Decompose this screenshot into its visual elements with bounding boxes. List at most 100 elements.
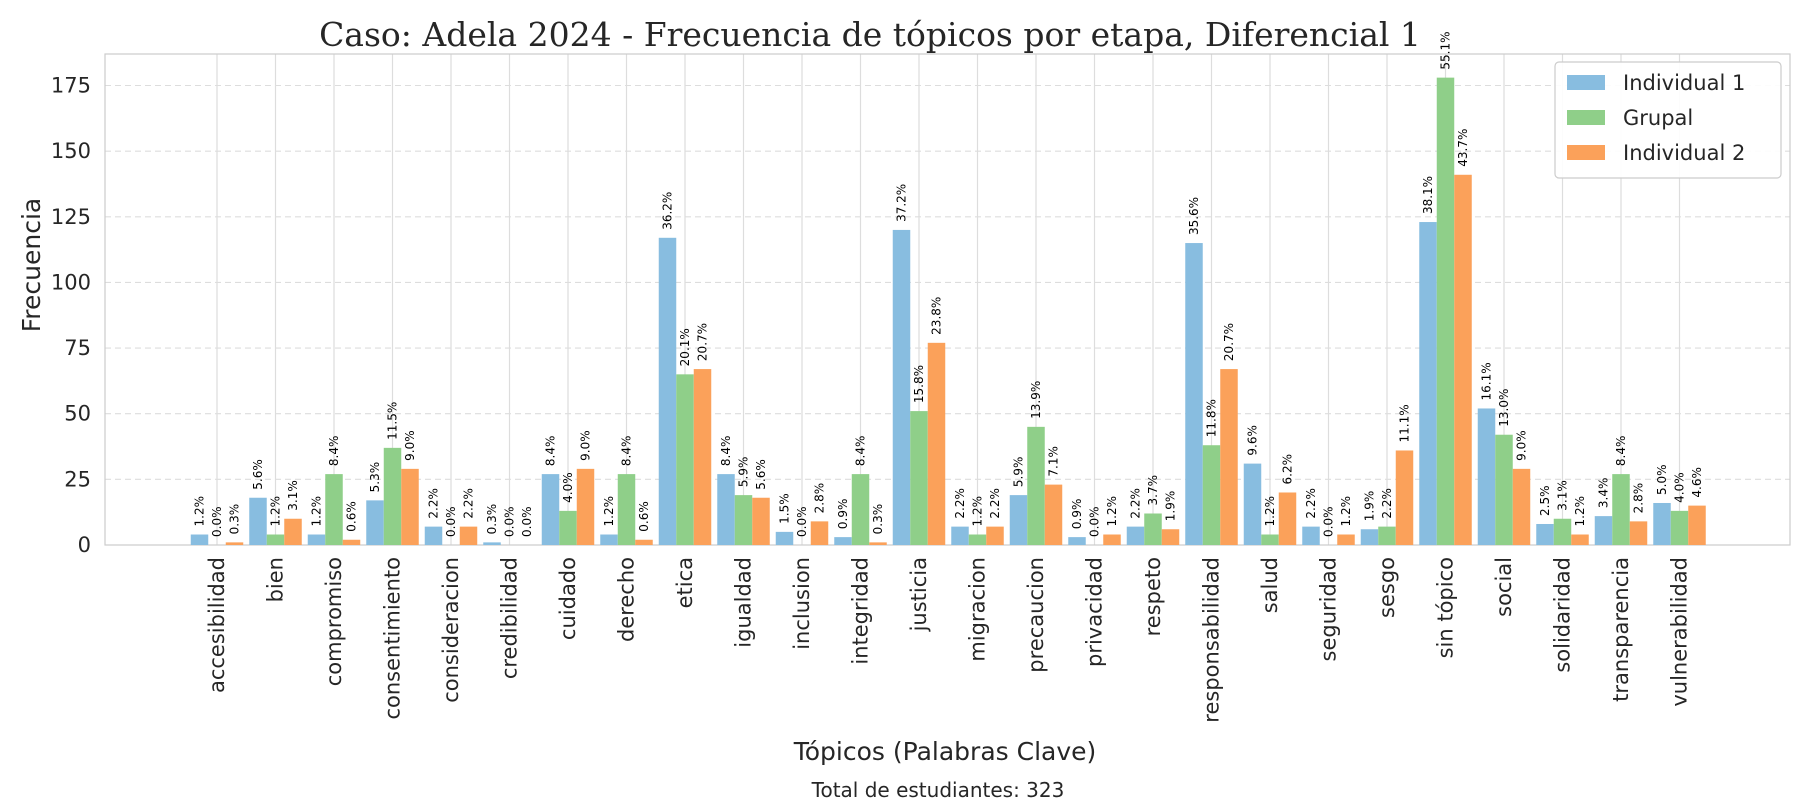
- data-label-individual-1-etica: 36.2%: [661, 192, 675, 230]
- data-label-grupal-sesgo: 2.2%: [1380, 488, 1394, 519]
- data-label-individual-1-cuidado: 8.4%: [544, 436, 558, 467]
- x-tick-label-igualdad: igualdad: [732, 557, 756, 648]
- data-label-individual-2-respeto: 1.9%: [1164, 491, 1178, 522]
- data-label-grupal-vulnerabilidad: 4.0%: [1673, 472, 1687, 503]
- x-tick-label-etica: etica: [673, 557, 697, 608]
- data-label-individual-1-solidaridad: 2.5%: [1538, 485, 1552, 516]
- bar-individual-1-respeto: [1126, 526, 1145, 545]
- x-tick-label-consentimiento: consentimiento: [381, 557, 405, 720]
- y-tick-label: 125: [51, 205, 91, 229]
- data-label-individual-2-integridad: 0.3%: [871, 504, 885, 535]
- data-label-grupal-compromiso: 8.4%: [327, 436, 341, 467]
- bar-grupal-social: [1495, 434, 1513, 545]
- data-label-individual-1-seguridad: 2.2%: [1304, 488, 1318, 519]
- data-label-grupal-consideracion: 0.0%: [444, 507, 458, 538]
- bar-individual-1-migracion: [951, 526, 969, 545]
- data-label-grupal-derecho: 8.4%: [620, 436, 634, 467]
- y-tick-label: 25: [64, 467, 91, 491]
- data-label-individual-2-derecho: 0.6%: [637, 501, 651, 532]
- x-tick-label-respeto: respeto: [1141, 557, 1165, 636]
- data-label-grupal-justicia: 15.8%: [912, 365, 926, 403]
- data-label-individual-2-sesgo: 11.1%: [1398, 404, 1412, 442]
- bar-individual-2-igualdad: [752, 497, 770, 545]
- bar-individual-1-sin-topico: [1419, 222, 1437, 545]
- data-label-individual-2-social: 9.0%: [1515, 430, 1529, 461]
- bar-individual-1-credibilidad: [483, 542, 501, 545]
- data-label-grupal-responsabilidad: 11.8%: [1205, 399, 1219, 437]
- bar-grupal-salud: [1261, 534, 1279, 545]
- bar-individual-1-vulnerabilidad: [1653, 502, 1671, 545]
- data-label-grupal-privacidad: 0.0%: [1088, 507, 1102, 538]
- y-axis-label: Frecuencia: [17, 198, 46, 333]
- x-tick-label-credibilidad: credibilidad: [498, 557, 522, 679]
- legend-label-individual-1: Individual 1: [1623, 71, 1745, 95]
- bar-grupal-vulnerabilidad: [1670, 510, 1689, 545]
- legend: Individual 1 Grupal Individual 2: [1554, 61, 1782, 179]
- x-tick-label-transparencia: transparencia: [1609, 557, 1633, 702]
- bar-individual-1-justicia: [892, 229, 911, 545]
- data-label-individual-1-responsabilidad: 35.6%: [1187, 197, 1201, 235]
- data-label-individual-1-bien: 5.6%: [251, 459, 265, 490]
- data-label-individual-1-privacidad: 0.9%: [1070, 499, 1084, 530]
- data-label-grupal-etica: 20.1%: [678, 328, 692, 366]
- bar-individual-2-social: [1512, 468, 1531, 545]
- x-tick-label-precaucion: precaucion: [1024, 557, 1048, 673]
- data-label-individual-1-migracion: 2.2%: [953, 488, 967, 519]
- data-label-individual-2-accesibilidad: 0.3%: [228, 504, 242, 535]
- bar-individual-2-integridad: [869, 542, 887, 545]
- data-label-individual-1-respeto: 2.2%: [1129, 488, 1143, 519]
- data-label-grupal-sin-topico: 55.1%: [1439, 32, 1453, 70]
- x-tick-label-social: social: [1492, 557, 1516, 617]
- data-label-individual-2-inclusion: 2.8%: [813, 483, 827, 514]
- bar-individual-1-social: [1477, 408, 1496, 545]
- data-label-individual-2-responsabilidad: 20.7%: [1222, 323, 1236, 361]
- bar-individual-1-inclusion: [775, 531, 794, 545]
- bar-grupal-consentimiento: [383, 447, 402, 545]
- bar-individual-2-transparencia: [1629, 521, 1648, 545]
- bar-individual-2-salud: [1278, 492, 1297, 545]
- data-label-individual-2-consideracion: 2.2%: [462, 488, 476, 519]
- x-tick-label-bien: bien: [264, 557, 288, 602]
- data-label-individual-2-salud: 6.2%: [1281, 454, 1295, 485]
- data-label-grupal-precaucion: 13.9%: [1029, 381, 1043, 419]
- bar-individual-2-cuidado: [576, 468, 595, 545]
- x-tick-label-vulnerabilidad: vulnerabilidad: [1668, 557, 1692, 707]
- data-label-grupal-bien: 1.2%: [269, 496, 283, 527]
- data-label-individual-2-vulnerabilidad: 4.6%: [1690, 467, 1704, 498]
- data-label-individual-1-salud: 9.6%: [1246, 425, 1260, 456]
- footer-note: Total de estudiantes: 323: [811, 778, 1065, 800]
- bar-individual-1-privacidad: [1068, 537, 1086, 545]
- data-label-individual-1-integridad: 0.9%: [836, 499, 850, 530]
- bar-individual-2-bien: [284, 518, 302, 545]
- legend-label-grupal: Grupal: [1623, 106, 1693, 130]
- bar-individual-1-igualdad: [717, 474, 735, 545]
- bar-individual-1-sesgo: [1360, 529, 1379, 545]
- data-label-individual-1-derecho: 1.2%: [602, 496, 616, 527]
- data-label-individual-1-justicia: 37.2%: [895, 184, 909, 222]
- x-tick-label-solidaridad: solidaridad: [1551, 557, 1575, 673]
- bar-individual-1-derecho: [600, 534, 618, 545]
- y-tick-label: 50: [64, 402, 91, 426]
- bar-individual-1-transparencia: [1594, 516, 1613, 545]
- x-tick-label-salud: salud: [1258, 557, 1282, 613]
- data-label-individual-1-sin-topico: 38.1%: [1421, 176, 1435, 214]
- y-tick-label: 75: [64, 336, 91, 360]
- data-label-individual-2-transparencia: 2.8%: [1632, 483, 1646, 514]
- bar-grupal-derecho: [617, 474, 636, 545]
- bar-individual-1-precaucion: [1009, 495, 1028, 545]
- data-label-grupal-credibilidad: 0.0%: [503, 507, 517, 538]
- bar-grupal-sesgo: [1378, 526, 1396, 545]
- bar-individual-1-accesibilidad: [190, 534, 209, 545]
- x-tick-label-inclusion: inclusion: [790, 557, 814, 650]
- data-label-individual-2-etica: 20.7%: [696, 323, 710, 361]
- x-tick-label-responsabilidad: responsabilidad: [1200, 557, 1224, 723]
- data-label-individual-1-sesgo: 1.9%: [1363, 491, 1377, 522]
- x-tick-label-justicia: justicia: [907, 557, 931, 632]
- bar-individual-2-compromiso: [342, 539, 361, 545]
- bar-individual-2-vulnerabilidad: [1688, 505, 1706, 545]
- data-label-individual-1-credibilidad: 0.3%: [485, 504, 499, 535]
- data-label-individual-1-vulnerabilidad: 5.0%: [1655, 464, 1669, 495]
- data-label-individual-2-solidaridad: 1.2%: [1573, 496, 1587, 527]
- data-label-individual-1-inclusion: 1.5%: [778, 493, 792, 524]
- data-label-individual-1-social: 16.1%: [1480, 362, 1494, 400]
